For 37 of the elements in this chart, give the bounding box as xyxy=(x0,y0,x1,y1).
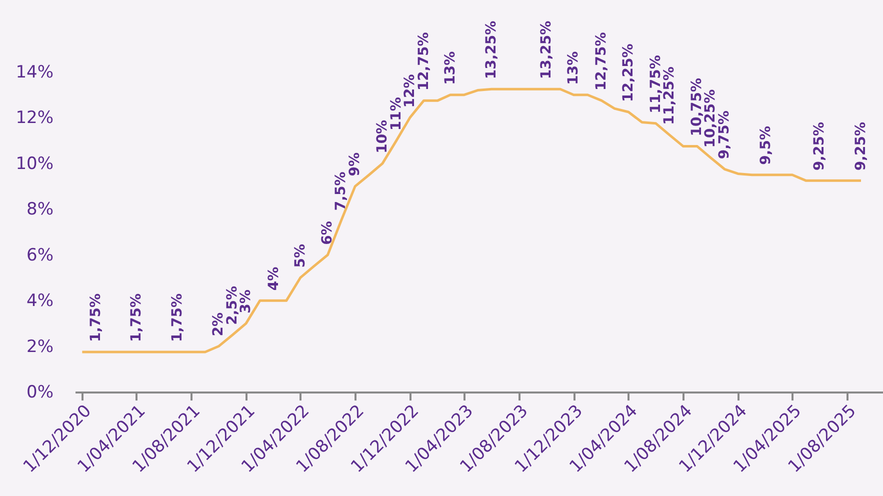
data-label: 1,75% xyxy=(88,293,104,342)
data-label: 2% xyxy=(210,312,227,336)
y-tick-label: 12% xyxy=(16,108,54,128)
data-label: 11,25% xyxy=(661,66,678,125)
data-label: 13,25% xyxy=(484,20,500,80)
data-label: 6% xyxy=(320,221,336,245)
data-label: 9,75% xyxy=(716,110,733,160)
y-tick-label: 6% xyxy=(26,245,54,266)
data-label: 9% xyxy=(347,152,364,176)
y-tick-label: 2% xyxy=(26,336,54,357)
data-label: 13,25% xyxy=(538,20,554,80)
data-label: 13% xyxy=(566,51,582,85)
data-label: 12,75% xyxy=(416,32,432,91)
data-label: 9,5% xyxy=(758,126,774,165)
y-tick-label: 8% xyxy=(26,200,54,220)
data-label: 4% xyxy=(266,266,282,291)
y-tick-label: 10% xyxy=(16,154,54,174)
data-label: 10% xyxy=(374,120,390,154)
data-label: 12,25% xyxy=(620,44,636,102)
y-tick-label: 0% xyxy=(26,382,54,402)
data-label: 2,5% xyxy=(224,286,241,325)
data-label: 5% xyxy=(292,244,308,268)
data-label: 13% xyxy=(442,51,458,85)
data-label: 1,75% xyxy=(128,293,144,342)
data-label: 3% xyxy=(238,290,254,314)
data-label: 10,75% xyxy=(689,78,706,136)
y-tick-label: 14% xyxy=(16,62,54,82)
data-label: 11,75% xyxy=(648,55,664,114)
data-label: 11% xyxy=(388,97,404,131)
data-label: 9,25% xyxy=(812,122,828,171)
data-label: 12% xyxy=(402,74,418,108)
data-label: 9,25% xyxy=(853,122,870,171)
data-label: 7,5% xyxy=(333,172,350,211)
y-tick-label: 4% xyxy=(26,291,54,312)
data-label: 10,25% xyxy=(702,89,719,148)
data-label: 12,75% xyxy=(594,32,610,91)
data-label: 1,75% xyxy=(169,293,186,342)
